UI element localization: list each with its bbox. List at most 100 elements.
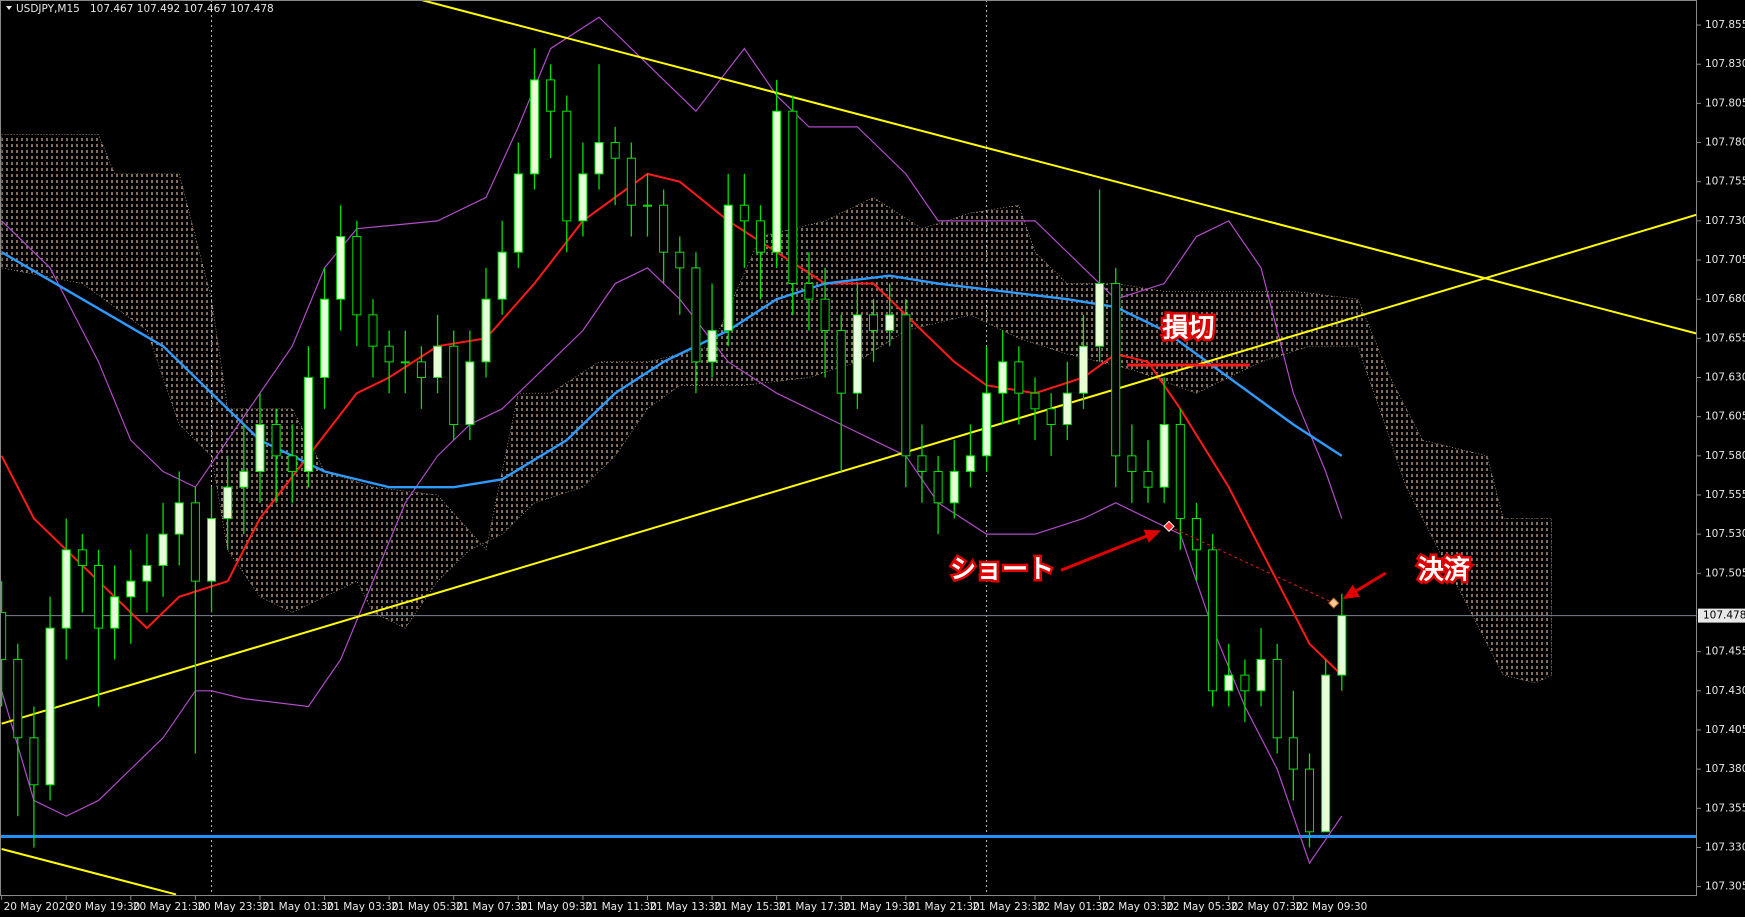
- candle-body: [529, 79, 539, 175]
- x-tick-label: 22 May 09:30: [1295, 901, 1367, 913]
- candle-body: [901, 314, 911, 457]
- trade-line: [1168, 525, 1334, 604]
- candle-body: [13, 658, 23, 739]
- candle-body: [1111, 283, 1121, 457]
- y-tick-label: 107.455: [1705, 646, 1745, 658]
- candle-body: [1256, 658, 1266, 692]
- candle-body: [416, 361, 426, 379]
- candle-body: [610, 142, 620, 159]
- x-tick-label: 21 May 07:30: [456, 901, 528, 913]
- quote: 107.467 107.492 107.467 107.478: [90, 3, 274, 15]
- candle-body: [885, 314, 895, 332]
- y-tick-label: 107.805: [1705, 97, 1745, 109]
- y-tick-label: 107.680: [1705, 293, 1745, 305]
- exit-arrow-head: [1342, 584, 1361, 600]
- x-tick-label: 20 May 2020: [4, 901, 72, 913]
- candle-body: [142, 564, 152, 582]
- entry-arrow-head: [1143, 529, 1162, 543]
- candle-body: [433, 345, 443, 379]
- candle-body: [497, 251, 507, 300]
- candle-body: [1030, 392, 1040, 410]
- y-tick-label: 107.580: [1705, 450, 1745, 462]
- entry-marker: [1163, 520, 1175, 533]
- candle-body: [287, 455, 297, 472]
- y-tick-label: 107.780: [1705, 137, 1745, 149]
- candle-body: [368, 314, 378, 347]
- x-tick-label: 22 May 03:30: [1102, 901, 1174, 913]
- y-tick-label: 107.555: [1705, 489, 1745, 501]
- candle-body: [190, 502, 200, 582]
- y-tick-label: 107.605: [1705, 411, 1745, 423]
- candle-body: [352, 236, 362, 316]
- candle-body: [303, 377, 313, 472]
- indicator-line: [1, 267, 1343, 865]
- candle-body: [836, 330, 846, 394]
- candle-body: [1062, 392, 1072, 426]
- y-tick-label: 107.730: [1705, 215, 1745, 227]
- candle-body: [723, 204, 733, 332]
- candle-body: [45, 627, 55, 786]
- candle-body: [1288, 737, 1298, 770]
- x-tick-label: 22 May 05:30: [1166, 901, 1238, 913]
- candle-body: [820, 298, 830, 332]
- candle-body: [1321, 674, 1331, 833]
- candle-body: [61, 549, 71, 629]
- candle-body: [271, 424, 281, 457]
- candle-body: [982, 392, 992, 457]
- y-tick-label: 107.830: [1705, 58, 1745, 70]
- y-tick-label: 107.530: [1705, 528, 1745, 540]
- candle-body: [933, 470, 943, 504]
- candle-body: [626, 157, 636, 206]
- x-tick-label: 21 May 23:30: [972, 901, 1044, 913]
- y-tick-label: 107.630: [1705, 372, 1745, 384]
- y-tick-label: 107.430: [1705, 685, 1745, 697]
- candle-body: [513, 173, 523, 253]
- trend-line: [1, 213, 1698, 725]
- candle-body: [965, 455, 975, 472]
- x-tick-label: 20 May 21:30: [133, 901, 205, 913]
- ichimoku-cloud: [1, 134, 1552, 684]
- current-price-tag: [1698, 608, 1745, 623]
- entry-label: ショート: [950, 555, 1054, 585]
- y-tick-label: 107.755: [1705, 176, 1745, 188]
- candle-body: [772, 110, 782, 253]
- candle-body: [384, 345, 394, 363]
- x-tick-label: 21 May 13:30: [649, 901, 721, 913]
- candle-body: [852, 314, 862, 394]
- candle-body: [1078, 345, 1088, 394]
- candle-body: [739, 204, 749, 222]
- candle-body: [788, 110, 798, 285]
- plot-frame: [0, 0, 1697, 896]
- candle-body: [93, 564, 104, 629]
- candle-body: [1143, 470, 1153, 488]
- y-tick-label: 107.705: [1705, 254, 1745, 266]
- y-tick-label: 107.330: [1705, 841, 1745, 853]
- candle-body: [1337, 615, 1347, 676]
- candle-body: [562, 110, 572, 222]
- candle-body: [239, 470, 249, 488]
- x-tick-label: 21 May 17:30: [779, 901, 851, 913]
- candle-body: [255, 424, 265, 472]
- candle-body: [1304, 768, 1315, 833]
- candle-body: [336, 236, 346, 300]
- candle-body: [449, 345, 459, 426]
- y-tick-label: 107.855: [1705, 19, 1745, 31]
- x-tick-label: 21 May 15:30: [714, 901, 786, 913]
- candle-body: [1046, 408, 1056, 426]
- candle-body: [110, 596, 120, 629]
- current-price-label: 107.478: [1703, 610, 1745, 622]
- trend-line: [1, 848, 177, 896]
- candle-body: [546, 79, 556, 112]
- exit-label: 決済: [1418, 555, 1471, 586]
- candle-body: [675, 251, 685, 269]
- y-tick-label: 107.505: [1705, 567, 1745, 579]
- menu-arrow[interactable]: [6, 6, 12, 10]
- candle-body: [868, 314, 879, 332]
- y-tick-label: 107.305: [1705, 881, 1745, 893]
- exit-arrow: [1352, 571, 1387, 594]
- x-tick-label: 22 May 01:30: [1037, 901, 1109, 913]
- y-tick-label: 107.405: [1705, 724, 1745, 736]
- candle-body: [126, 580, 136, 598]
- candle-body: [1014, 361, 1024, 394]
